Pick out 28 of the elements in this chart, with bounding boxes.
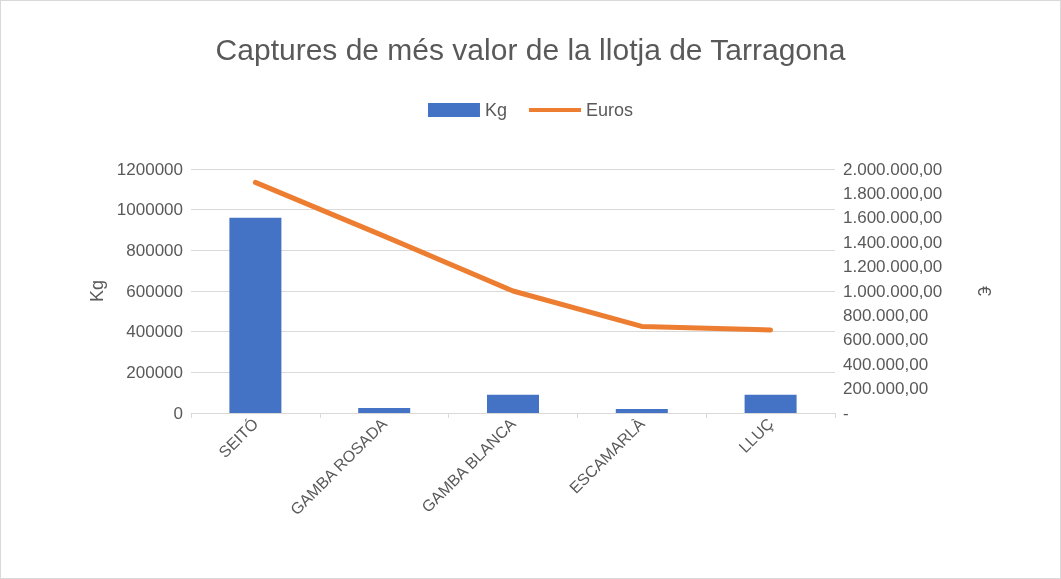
y-tick-label: 200000 bbox=[126, 362, 183, 382]
y2-tick-label: 1.800.000,00 bbox=[843, 183, 943, 203]
y-tick-label: 400000 bbox=[126, 322, 183, 342]
y-tick-label: 1000000 bbox=[116, 200, 183, 220]
legend-label: Euros bbox=[586, 100, 634, 120]
bar bbox=[744, 394, 797, 413]
y-tick-label: 800000 bbox=[126, 240, 183, 260]
y2-tick-label: 1.000.000,00 bbox=[843, 281, 943, 301]
y2-tick-label: 1.200.000,00 bbox=[843, 257, 943, 277]
y2-tick-label: 400.000,00 bbox=[843, 354, 929, 374]
y2-tick-label: - bbox=[843, 403, 849, 423]
y2-axis-title: € bbox=[974, 285, 994, 297]
y-tick-label: 600000 bbox=[126, 281, 183, 301]
y2-tick-label: 600.000,00 bbox=[843, 330, 929, 350]
bar bbox=[615, 408, 668, 413]
y-tick-label: 1200000 bbox=[116, 159, 183, 179]
y2-tick-label: 2.000.000,00 bbox=[843, 159, 943, 179]
bar bbox=[358, 407, 411, 413]
y-axis-title: Kg bbox=[86, 279, 107, 303]
bar bbox=[229, 217, 282, 413]
y2-tick-label: 800.000,00 bbox=[843, 305, 929, 325]
bar bbox=[487, 394, 539, 413]
y2-tick-label: 1.600.000,00 bbox=[843, 208, 943, 228]
chart-title: Captures de més valor de la llotja de Tarragona bbox=[215, 32, 846, 66]
y2-tick-label: 200.000,00 bbox=[843, 379, 929, 399]
legend-label: Kg bbox=[484, 100, 508, 120]
y2-tick-label: 1.400.000,00 bbox=[843, 232, 943, 252]
y-tick-label: 0 bbox=[173, 403, 183, 423]
